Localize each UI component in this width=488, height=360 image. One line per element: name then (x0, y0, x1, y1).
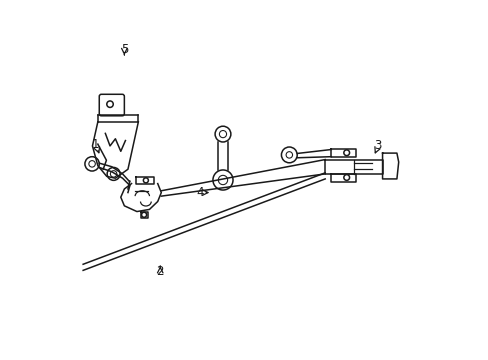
Text: 1: 1 (92, 138, 99, 150)
Text: 2: 2 (156, 265, 163, 278)
Text: 4: 4 (196, 186, 203, 199)
Text: 5: 5 (121, 42, 128, 55)
Text: 3: 3 (374, 139, 381, 152)
